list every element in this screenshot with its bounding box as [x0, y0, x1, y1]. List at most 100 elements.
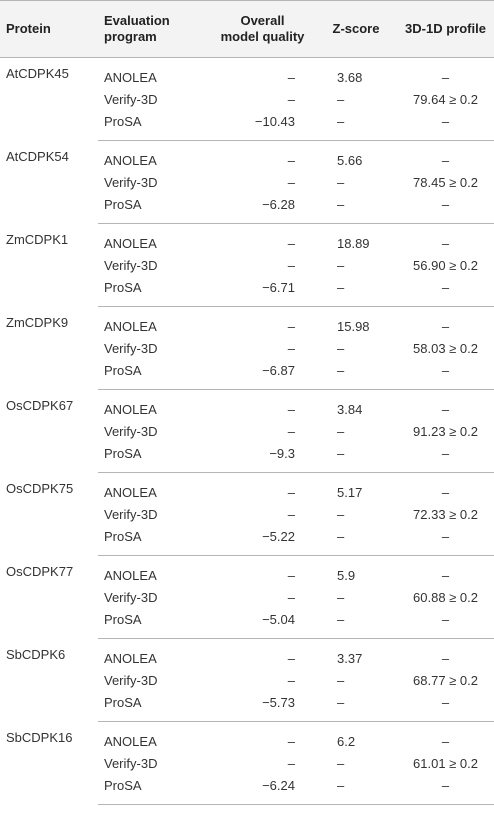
header-profile: 3D-1D profile [397, 0, 494, 58]
zscore-value: – [337, 340, 345, 356]
profile-value: – [441, 567, 450, 583]
overall-quality-value: – [287, 567, 295, 583]
zscore-value: – [315, 193, 397, 224]
header-quality-line1: Overall [240, 13, 285, 28]
zscore-value: – [337, 506, 345, 522]
evaluation-program: ANOLEA [104, 650, 157, 666]
evaluation-program: ProSA [98, 525, 210, 556]
overall-quality-value: −6.24 [210, 774, 315, 805]
zscore-value: – [337, 91, 345, 107]
table-row: ZmCDPK1 ANOLEA – 18.89 – [0, 224, 494, 255]
protein-name: AtCDPK54 [6, 148, 69, 164]
table-row: Verify-3D – – 91.23 ≥ 0.2 [0, 420, 494, 442]
zscore-value: 15.98 [337, 318, 370, 334]
overall-quality-value: – [287, 152, 295, 168]
profile-value: – [397, 774, 494, 805]
header-zscore: Z-score [315, 0, 397, 58]
table-row: ProSA −5.73– – [0, 691, 494, 722]
table-row: Verify-3D – – 79.64 ≥ 0.2 [0, 88, 494, 110]
evaluation-program: ProSA [98, 608, 210, 639]
zscore-value: – [337, 589, 345, 605]
evaluation-program: Verify-3D [104, 257, 158, 273]
evaluation-program: ANOLEA [104, 235, 157, 251]
profile-value: – [397, 525, 494, 556]
overall-quality-value: −9.3 [210, 442, 315, 473]
protein-name: AtCDPK45 [6, 66, 69, 81]
table-row: ProSA −9.3– – [0, 442, 494, 473]
evaluation-program: Verify-3D [104, 506, 158, 522]
overall-quality-value: – [287, 69, 295, 85]
zscore-value: 18.89 [337, 235, 370, 251]
zscore-value: 3.68 [337, 69, 363, 85]
protein-name: OsCDPK67 [6, 397, 74, 413]
overall-quality-value: – [287, 484, 295, 500]
evaluation-program: ANOLEA [104, 318, 157, 334]
overall-quality-value: – [287, 423, 295, 439]
overall-quality-value: −6.71 [210, 276, 315, 307]
table-row: ProSA −6.87– – [0, 359, 494, 390]
evaluation-program: ANOLEA [104, 152, 157, 168]
protein-name: SbCDPK6 [6, 646, 66, 662]
overall-quality-value: – [287, 235, 295, 251]
protein-name: OsCDPK75 [6, 480, 74, 496]
zscore-value: – [337, 423, 345, 439]
table-row: OsCDPK75 ANOLEA – 5.17 – [0, 473, 494, 504]
profile-value: 91.23 ≥ 0.2 [413, 423, 478, 439]
overall-quality-value: – [287, 506, 295, 522]
evaluation-program: ANOLEA [104, 567, 157, 583]
table-row: ProSA −6.24– – [0, 774, 494, 805]
overall-quality-value: – [287, 733, 295, 749]
overall-quality-value: −10.43 [210, 110, 315, 141]
header-evaluation-program: Evaluation program [98, 0, 210, 58]
profile-value: – [397, 608, 494, 639]
table-row: ZmCDPK9 ANOLEA – 15.98 – [0, 307, 494, 338]
table-row: Verify-3D – – 60.88 ≥ 0.2 [0, 586, 494, 608]
zscore-value: 5.17 [337, 484, 363, 500]
overall-quality-value: −6.28 [210, 193, 315, 224]
table-row: ProSA −5.22– – [0, 525, 494, 556]
profile-value: 56.90 ≥ 0.2 [413, 257, 478, 273]
table-row: SbCDPK16 ANOLEA – 6.2 – [0, 722, 494, 753]
zscore-value: – [315, 525, 397, 556]
zscore-value: – [337, 672, 345, 688]
evaluation-program: Verify-3D [104, 91, 158, 107]
profile-value: 78.45 ≥ 0.2 [413, 174, 478, 190]
overall-quality-value: −5.22 [210, 525, 315, 556]
profile-value: – [397, 691, 494, 722]
overall-quality-value: – [287, 755, 295, 771]
overall-quality-value: – [287, 257, 295, 273]
profile-value: 72.33 ≥ 0.2 [413, 506, 478, 522]
table-row: ProSA −10.43– – [0, 110, 494, 141]
zscore-value: – [315, 359, 397, 390]
profile-value: 58.03 ≥ 0.2 [413, 340, 478, 356]
evaluation-program: ProSA [98, 442, 210, 473]
profile-value: – [397, 193, 494, 224]
overall-quality-value: −5.04 [210, 608, 315, 639]
table-row: OsCDPK67 ANOLEA – 3.84 – [0, 390, 494, 421]
evaluation-program: Verify-3D [104, 755, 158, 771]
table-body: AtCDPK45 ANOLEA –3.68– Verify-3D – –79.64 ≥ 0… [0, 58, 494, 805]
profile-value: – [441, 318, 450, 334]
profile-value: – [441, 152, 450, 168]
evaluation-program: ProSA [98, 276, 210, 307]
table-row: OsCDPK77 ANOLEA – 5.9 – [0, 556, 494, 587]
header-quality-line2: model quality [220, 29, 305, 44]
zscore-value: – [315, 442, 397, 473]
profile-value: 68.77 ≥ 0.2 [413, 672, 478, 688]
evaluation-program: ANOLEA [104, 733, 157, 749]
zscore-value: – [337, 257, 345, 273]
zscore-value: 3.84 [337, 401, 363, 417]
table-row: AtCDPK45 ANOLEA – 3.68 – [0, 58, 494, 89]
overall-quality-value: – [287, 91, 295, 107]
profile-value: 79.64 ≥ 0.2 [413, 91, 478, 107]
header-program-line1: Evaluation [104, 13, 170, 28]
table-row: Verify-3D – – 61.01 ≥ 0.2 [0, 752, 494, 774]
evaluation-program: ProSA [98, 193, 210, 224]
overall-quality-value: – [287, 401, 295, 417]
profile-value: – [397, 110, 494, 141]
zscore-value: – [315, 774, 397, 805]
zscore-value: 6.2 [337, 733, 356, 749]
profile-value: – [441, 235, 450, 251]
evaluation-program: ANOLEA [104, 401, 157, 417]
protein-name: ZmCDPK1 [6, 231, 69, 247]
